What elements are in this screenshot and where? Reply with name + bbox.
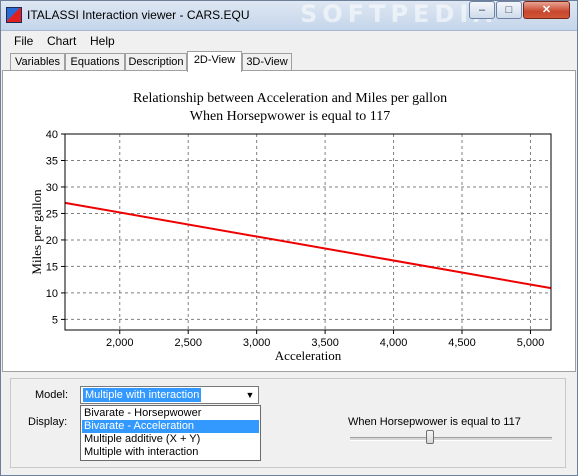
chart-title: Relationship between Acceleration and Mi… — [132, 91, 448, 106]
window-title: ITALASSI Interaction viewer - CARS.EQU — [27, 8, 250, 22]
x-tick-label: 5,000 — [517, 337, 545, 349]
tab-description[interactable]: Description — [125, 53, 187, 71]
plot-frame — [64, 133, 552, 331]
display-label: Display: — [28, 416, 68, 428]
horsepower-slider-thumb[interactable] — [426, 430, 434, 444]
menu-chart[interactable]: Chart — [47, 34, 77, 48]
y-tick-label: 35 — [46, 155, 58, 167]
dropdown-option-bivarate-horsepwower[interactable]: Bivarate - Horsepwower — [84, 407, 202, 419]
model-dropdown-list: Bivarate - Horsepwower Bivarate - Accele… — [80, 405, 261, 461]
app-icon — [6, 7, 22, 23]
chevron-down-icon[interactable]: ▼ — [245, 390, 255, 400]
line-chart: 2,000 2,500 3,000 3,500 4,000 4,500 5,000 5 10 15… — [29, 129, 552, 363]
tab-variables[interactable]: Variables — [10, 53, 65, 71]
model-select-value: Multiple with interaction — [83, 388, 202, 402]
x-tick-label: 2,000 — [106, 337, 134, 349]
model-select[interactable]: Multiple with interaction ▼ — [80, 386, 259, 404]
plot-area — [65, 134, 551, 330]
chart-panel: Relationship between Acceleration and Mi… — [2, 70, 576, 372]
y-tick-label: 15 — [46, 261, 58, 273]
horsepower-slider-track[interactable] — [350, 437, 552, 441]
y-tick-label: 20 — [46, 235, 58, 247]
close-button[interactable]: ✕ — [523, 1, 570, 19]
slider-label: When Horsepwower is equal to 117 — [348, 416, 521, 428]
tab-2d-view[interactable]: 2D-View — [187, 51, 242, 72]
x-tick-label: 4,500 — [448, 337, 476, 349]
tab-3d-view[interactable]: 3D-View — [242, 53, 292, 71]
chart-subtitle: When Horsepwower is equal to 117 — [189, 109, 391, 124]
maximize-button[interactable]: □ — [496, 1, 522, 19]
tab-strip: Variables Equations Description 2D-View … — [0, 51, 578, 72]
y-axis-title: Miles per gallon — [29, 189, 44, 275]
x-tick-label: 2,500 — [174, 337, 202, 349]
minimize-button[interactable]: – — [469, 1, 495, 19]
x-axis-title: Acceleration — [275, 348, 342, 363]
y-tick-label: 25 — [46, 208, 58, 220]
dropdown-option-bivarate-acceleration[interactable]: Bivarate - Acceleration — [82, 420, 259, 433]
menu-bar: File Chart Help — [0, 31, 578, 51]
y-tick-label: 5 — [52, 314, 58, 326]
dropdown-option-multiple-additive[interactable]: Multiple additive (X + Y) — [84, 433, 201, 445]
y-tick-label: 10 — [46, 288, 58, 300]
menu-file[interactable]: File — [14, 34, 34, 48]
model-label: Model: — [35, 389, 69, 401]
tab-equations[interactable]: Equations — [65, 53, 125, 71]
y-tick-label: 40 — [46, 129, 58, 141]
controls-frame — [10, 378, 566, 468]
title-bar[interactable]: ITALASSI Interaction viewer - CARS.EQU S… — [0, 0, 578, 31]
x-tick-label: 3,500 — [311, 337, 339, 349]
y-tick-label: 30 — [46, 182, 58, 194]
watermark: SOFTPEDIA — [300, 0, 497, 28]
dropdown-option-multiple-with-interaction[interactable]: Multiple with interaction — [84, 446, 199, 458]
menu-help[interactable]: Help — [90, 34, 115, 48]
x-tick-label: 3,000 — [243, 337, 271, 349]
x-tick-label: 4,000 — [380, 337, 408, 349]
series-line — [64, 201, 552, 290]
